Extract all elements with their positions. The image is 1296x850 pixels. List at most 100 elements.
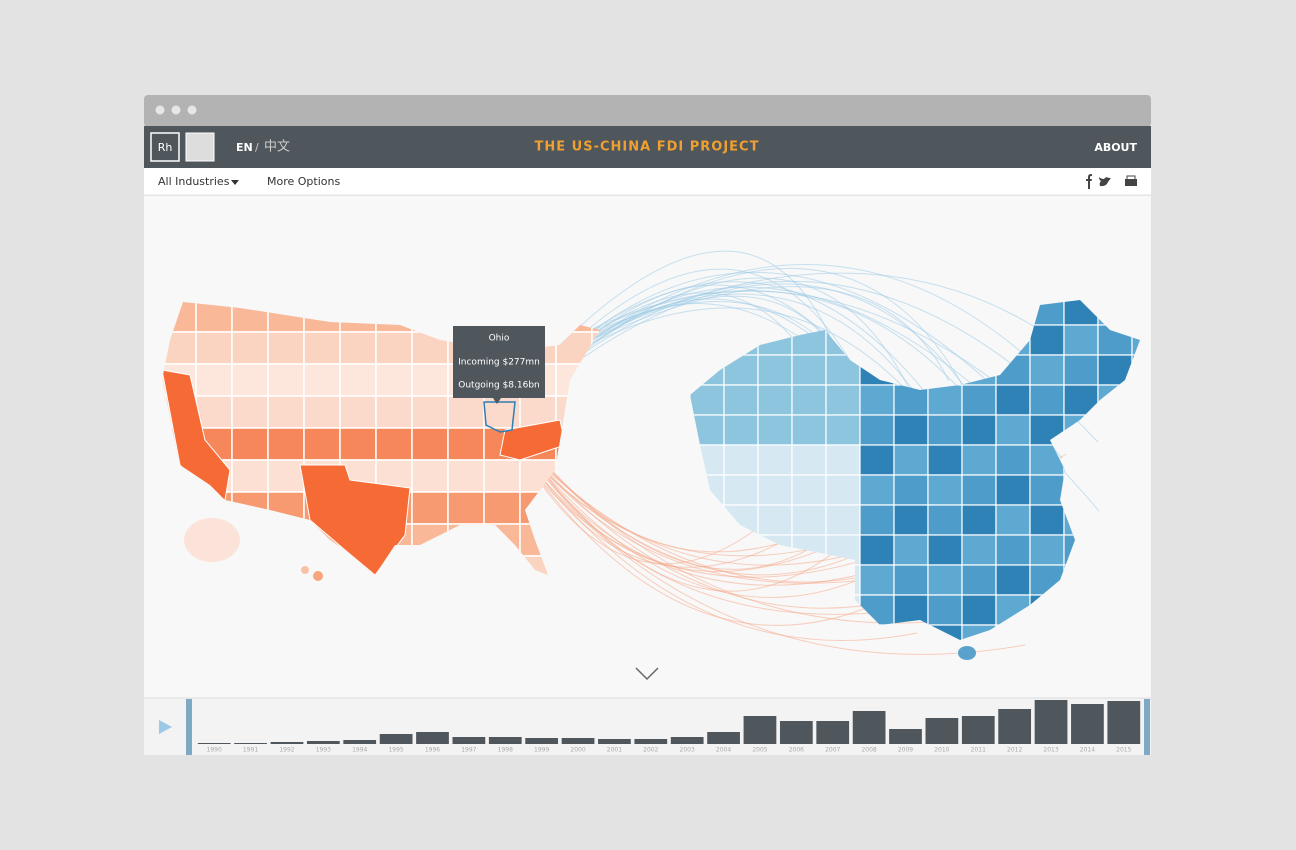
province[interactable] xyxy=(757,354,793,386)
play-button[interactable] xyxy=(159,720,172,734)
province[interactable] xyxy=(927,504,963,536)
state[interactable] xyxy=(339,331,377,365)
state[interactable] xyxy=(231,363,269,397)
state[interactable] xyxy=(267,363,305,397)
province[interactable] xyxy=(893,594,929,626)
year-bar[interactable] xyxy=(379,734,413,744)
province[interactable] xyxy=(961,594,997,626)
year-bar[interactable] xyxy=(452,737,486,744)
state[interactable] xyxy=(499,419,566,461)
state[interactable] xyxy=(231,395,269,429)
state[interactable] xyxy=(267,331,305,365)
province[interactable] xyxy=(859,384,895,416)
state[interactable] xyxy=(303,331,341,365)
province[interactable] xyxy=(723,444,759,476)
state[interactable] xyxy=(339,395,377,429)
state[interactable] xyxy=(231,459,269,493)
window-dot[interactable] xyxy=(155,105,165,115)
province[interactable] xyxy=(961,444,997,476)
year-bar[interactable] xyxy=(925,718,959,744)
state[interactable] xyxy=(483,459,521,493)
province[interactable] xyxy=(927,444,963,476)
province[interactable] xyxy=(859,444,895,476)
state[interactable] xyxy=(447,395,485,429)
year-bar[interactable] xyxy=(561,738,595,744)
range-handle[interactable] xyxy=(186,699,192,755)
province[interactable] xyxy=(961,414,997,446)
year-bar[interactable] xyxy=(743,716,777,744)
province[interactable] xyxy=(859,474,895,506)
state[interactable] xyxy=(447,427,485,461)
province[interactable] xyxy=(1029,384,1065,416)
year-bar[interactable] xyxy=(816,721,850,744)
lang-zh[interactable]: 中文 xyxy=(264,140,290,155)
lang-en[interactable]: EN xyxy=(236,141,253,154)
province[interactable] xyxy=(927,534,963,566)
ohio-highlight[interactable] xyxy=(483,401,516,433)
province[interactable] xyxy=(995,414,1031,446)
province[interactable] xyxy=(927,474,963,506)
province[interactable] xyxy=(825,474,861,506)
province[interactable] xyxy=(893,474,929,506)
province[interactable] xyxy=(1029,354,1065,386)
province[interactable] xyxy=(995,444,1031,476)
province[interactable] xyxy=(927,594,963,626)
hainan[interactable] xyxy=(958,646,976,660)
province[interactable] xyxy=(893,414,929,446)
province[interactable] xyxy=(927,414,963,446)
print-icon[interactable] xyxy=(1125,179,1137,186)
year-bar[interactable] xyxy=(1034,700,1068,744)
year-bar[interactable] xyxy=(234,743,267,744)
range-handle[interactable] xyxy=(1144,699,1150,755)
province[interactable] xyxy=(859,534,895,566)
province[interactable] xyxy=(791,414,827,446)
state[interactable] xyxy=(411,363,449,397)
hawaii[interactable] xyxy=(301,566,309,574)
year-bar[interactable] xyxy=(852,711,886,744)
province[interactable] xyxy=(961,504,997,536)
province[interactable] xyxy=(791,474,827,506)
year-bar[interactable] xyxy=(416,732,449,744)
year-bar[interactable] xyxy=(1071,704,1104,744)
year-bar[interactable] xyxy=(670,737,704,744)
province[interactable] xyxy=(825,444,861,476)
state[interactable] xyxy=(231,331,269,365)
year-bar[interactable] xyxy=(525,738,559,744)
province[interactable] xyxy=(1029,474,1065,506)
year-bar[interactable] xyxy=(998,709,1032,744)
logo-box[interactable] xyxy=(150,132,180,162)
province[interactable] xyxy=(1029,504,1065,536)
province[interactable] xyxy=(1131,324,1166,356)
province[interactable] xyxy=(893,534,929,566)
province[interactable] xyxy=(1029,324,1065,356)
state[interactable] xyxy=(375,427,413,461)
scroll-chevron[interactable] xyxy=(635,667,659,681)
province[interactable] xyxy=(723,474,759,506)
state[interactable] xyxy=(303,363,341,397)
state[interactable] xyxy=(267,459,305,493)
year-bar[interactable] xyxy=(707,732,740,744)
state[interactable] xyxy=(375,363,413,397)
state[interactable] xyxy=(411,395,449,429)
state[interactable] xyxy=(195,363,233,397)
state[interactable] xyxy=(483,491,521,525)
about-link[interactable]: ABOUT xyxy=(1094,141,1137,154)
province[interactable] xyxy=(961,534,997,566)
province[interactable] xyxy=(757,384,793,416)
year-bar[interactable] xyxy=(270,742,304,744)
state[interactable] xyxy=(447,459,485,493)
province[interactable] xyxy=(791,444,827,476)
alaska[interactable] xyxy=(184,518,240,562)
province[interactable] xyxy=(791,354,827,386)
state[interactable] xyxy=(447,491,485,525)
facebook-icon[interactable] xyxy=(1086,174,1092,189)
industries-dropdown[interactable]: All Industries xyxy=(158,175,230,188)
state[interactable] xyxy=(375,331,413,365)
province[interactable] xyxy=(825,384,861,416)
window-dot[interactable] xyxy=(187,105,197,115)
state[interactable] xyxy=(411,459,449,493)
province[interactable] xyxy=(961,384,997,416)
year-bar[interactable] xyxy=(779,721,813,744)
province[interactable] xyxy=(825,504,861,536)
province[interactable] xyxy=(927,384,963,416)
